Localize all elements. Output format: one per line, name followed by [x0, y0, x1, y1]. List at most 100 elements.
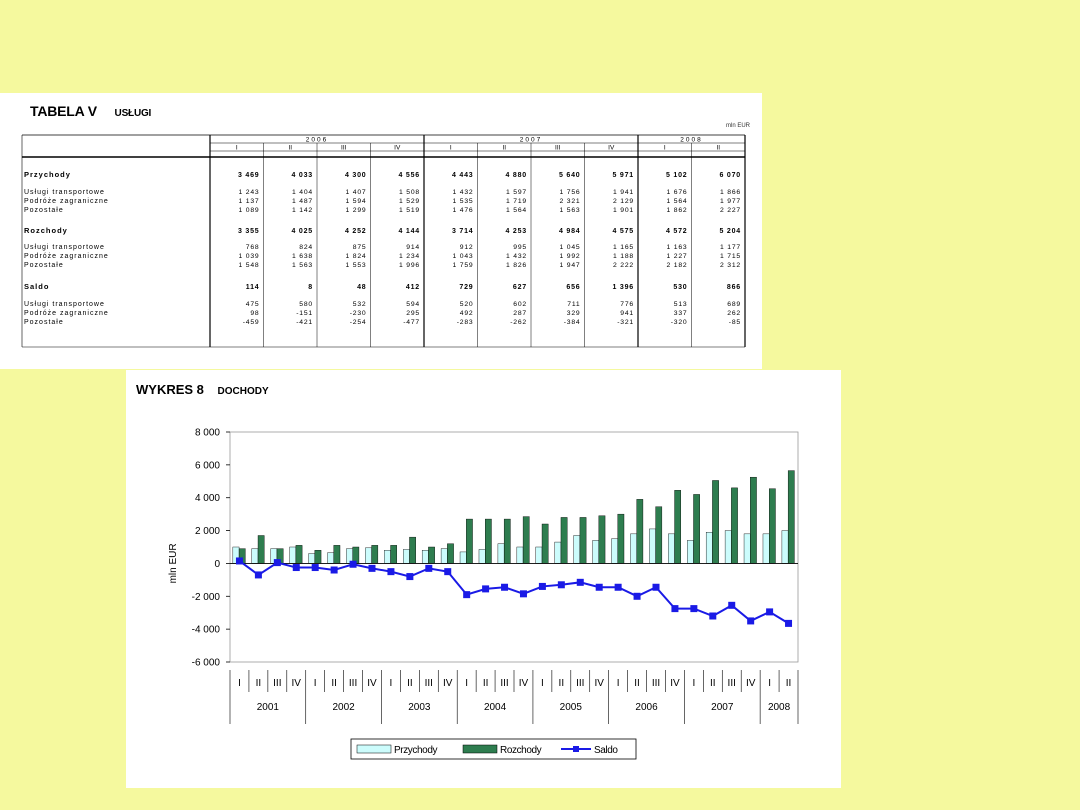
category-label: IV	[670, 678, 680, 689]
table-cell: 3 355	[238, 228, 260, 235]
table-cell: 4 025	[291, 228, 313, 235]
table-row-label: Podróże zagraniczne	[24, 310, 109, 317]
table-cell: 295	[406, 310, 420, 317]
table-cell: 1 432	[506, 253, 527, 260]
year-label: 2005	[560, 702, 583, 713]
table-cell: 5 640	[559, 172, 581, 179]
table-unit: mln EUR	[725, 123, 750, 129]
point-saldo	[349, 560, 357, 568]
table-cell: 1 039	[238, 253, 259, 260]
point-saldo	[766, 608, 774, 616]
bar-rozchody	[769, 488, 776, 564]
point-saldo	[785, 619, 793, 627]
table-year-label: 2006	[306, 137, 328, 144]
chart: 8 000 6 000 4 000 2 000 0 -2 000 -4 000 -6 000 m…	[168, 428, 799, 760]
table-cell: 329	[567, 310, 581, 317]
table-cell: 1 564	[506, 207, 527, 214]
bar-rozchody	[617, 513, 625, 564]
category-label: III	[652, 678, 660, 689]
bar-rozchody	[390, 545, 398, 564]
table-cell: 4 880	[505, 172, 527, 179]
bar-przychody	[251, 548, 259, 564]
category-label: I	[238, 678, 241, 689]
category-label: III	[728, 678, 736, 689]
table-quarter-label: III	[341, 145, 347, 152]
table-cell: 1 996	[399, 262, 420, 269]
bar-przychody	[630, 533, 637, 564]
bar-rozchody	[428, 546, 435, 564]
table-cell: 1 756	[559, 189, 580, 196]
table-row-label: Saldo	[24, 282, 49, 291]
point-saldo	[311, 564, 319, 572]
table-cell: 1 553	[345, 262, 366, 269]
year-label: 2002	[332, 702, 355, 713]
table-cell: 4 572	[666, 228, 688, 235]
table-cell: 1 977	[720, 198, 741, 205]
bar-rozchody	[579, 517, 587, 564]
table-cell: 1 901	[613, 207, 634, 214]
table-cell: 1 563	[292, 262, 313, 269]
bar-rozchody	[598, 515, 606, 564]
table-quarter-label: I	[236, 145, 238, 152]
table-cell: 262	[727, 310, 741, 317]
y-tick-label: 0	[214, 559, 220, 570]
point-saldo	[728, 601, 736, 609]
table-cell: 1 396	[612, 284, 634, 291]
table-cell: 689	[727, 301, 741, 308]
category-label: II	[710, 678, 716, 689]
table-cell: 995	[513, 244, 527, 251]
table-cell: 1 676	[666, 189, 687, 196]
table-cell: 114	[246, 284, 260, 291]
table-cell: 776	[620, 301, 634, 308]
legend-label: Rozchody	[500, 745, 542, 756]
table-quarter-label: I	[450, 145, 452, 152]
bar-przychody	[668, 533, 675, 564]
table-cell: 866	[727, 284, 741, 291]
table-row-label: Usługi transportowe	[24, 189, 105, 196]
table-cell: -321	[617, 319, 634, 326]
point-saldo	[652, 583, 660, 591]
table-cell: 1 824	[345, 253, 366, 260]
table-cell: -459	[243, 319, 260, 326]
bar-przychody	[611, 538, 618, 564]
table-cell: 3 469	[238, 172, 260, 179]
table-cell: 656	[566, 284, 580, 291]
bar-rozchody	[731, 487, 738, 564]
table-cell: 1 508	[399, 189, 420, 196]
table-title: TABELA V Usługi	[30, 103, 151, 119]
bar-rozchody	[485, 518, 492, 564]
category-label: I	[390, 678, 393, 689]
point-saldo	[444, 568, 452, 576]
point-saldo	[614, 583, 622, 591]
chart-title: WYKRES 8 Dochody	[136, 382, 269, 397]
point-saldo	[633, 592, 641, 600]
table-cell: 337	[674, 310, 688, 317]
legend-label: Przychody	[394, 745, 437, 756]
point-saldo	[273, 559, 281, 567]
table-cell: 941	[620, 310, 634, 317]
table-cell: 1 563	[559, 207, 580, 214]
bar-przychody	[365, 547, 372, 564]
table-cell: 1 404	[292, 189, 313, 196]
bar-przychody	[459, 551, 467, 564]
point-saldo	[709, 612, 717, 620]
category-label: I	[617, 678, 620, 689]
point-saldo	[519, 590, 527, 598]
y-tick-label: -6 000	[192, 658, 221, 669]
table-row-label: Pozostałe	[24, 262, 64, 269]
table-cell: 492	[460, 310, 474, 317]
category-label: III	[500, 678, 508, 689]
point-saldo	[292, 564, 300, 572]
point-saldo	[425, 564, 433, 572]
point-saldo	[501, 583, 509, 591]
table-cell: 2 227	[720, 207, 741, 214]
bar-przychody	[308, 553, 316, 564]
bar-rozchody	[750, 476, 757, 564]
table-cell: 287	[513, 310, 527, 317]
table-row-label: Usługi transportowe	[24, 244, 105, 251]
table-year-label: 2008	[680, 137, 702, 144]
bar-przychody	[743, 533, 751, 564]
year-label: 2003	[408, 702, 431, 713]
table-cell: 5 102	[666, 172, 688, 179]
table-cell: 1 947	[559, 262, 580, 269]
